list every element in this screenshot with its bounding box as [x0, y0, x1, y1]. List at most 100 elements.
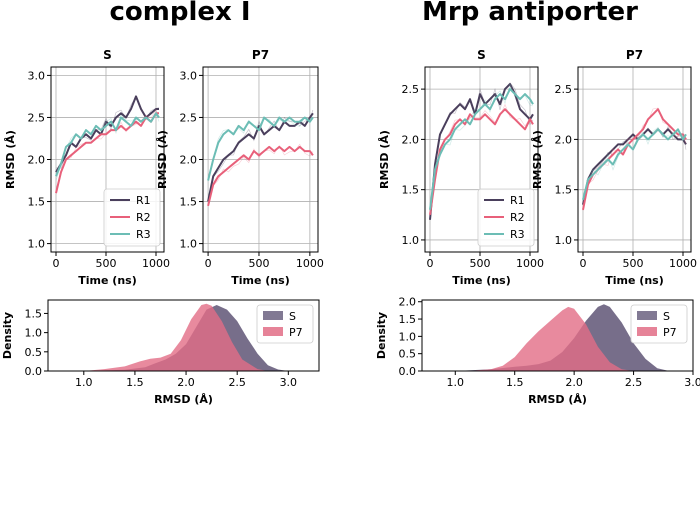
x-tick-label: 3.0 — [684, 376, 700, 389]
density-area-S — [455, 304, 670, 371]
x-tick-label: 2.5 — [228, 376, 246, 389]
y-tick-label: 3.0 — [28, 69, 46, 82]
left-figure-title: complex I — [109, 0, 250, 27]
x-tick-label: 1000 — [669, 257, 697, 270]
x-tick-label: 1000 — [142, 257, 170, 270]
panel-title: P7 — [252, 48, 269, 62]
x-axis-label: Time (ns) — [78, 274, 136, 287]
panel-title: P7 — [626, 48, 643, 62]
x-axis-label: Time (ns) — [605, 274, 663, 287]
density-area-P7 — [467, 306, 634, 371]
x-tick-label: 3.0 — [280, 376, 298, 389]
axes-frame — [577, 66, 692, 253]
y-tick-label: 1.5 — [402, 184, 420, 197]
axes-frame — [421, 299, 694, 372]
panels: 0 500 1000 1.0 1.5 2.0 2.5 3.0 S Time (ns) RMSD (Å… — [1, 48, 700, 406]
legend-label-S: S — [289, 310, 296, 323]
legend-swatch-P7 — [637, 327, 657, 336]
x-tick-label: 1000 — [296, 257, 324, 270]
y-tick-label: 0.5 — [25, 346, 43, 359]
series-line-R3 — [207, 116, 314, 181]
y-axis-label: Density — [1, 312, 14, 359]
legend-label-P7: P7 — [663, 326, 677, 339]
legend-label-R1: R1 — [136, 194, 151, 207]
legend-box — [477, 188, 535, 247]
series-line-R2 — [582, 108, 687, 210]
legend: S P7 — [630, 304, 688, 344]
series-line-R3 — [429, 88, 534, 210]
density-area-P7 — [83, 303, 268, 371]
series-line-R3 — [582, 128, 687, 200]
y-tick-label: 1.0 — [25, 327, 43, 340]
y-tick-label: 1.0 — [402, 234, 420, 247]
x-tick-label: 1.0 — [75, 376, 93, 389]
y-tick-label: 1.0 — [28, 238, 46, 251]
y-tick-label: 2.5 — [555, 83, 573, 96]
y-axis-label: RMSD (Å) — [4, 130, 17, 189]
y-tick-label: 0.0 — [25, 365, 43, 378]
x-tick-label: 1.5 — [126, 376, 144, 389]
legend-box — [103, 188, 161, 247]
y-axis-label: Density — [375, 312, 388, 359]
panel-c1-p7: 0 500 1000 1.0 1.5 2.0 2.5 3.0 P7 Time (ns) RMSD (… — [156, 48, 324, 287]
x-tick-label: 500 — [470, 257, 491, 270]
y-tick-label: 1.5 — [180, 196, 198, 209]
panel-c1-kde: 1.0 1.5 2.0 2.5 3.0 0.0 0.5 1.0 1.5 RMSD (Å) Densi… — [1, 299, 320, 406]
x-tick-label: 0 — [53, 257, 60, 270]
x-tick-label: 2.5 — [625, 376, 643, 389]
y-axis-label: RMSD (Å) — [378, 130, 391, 189]
y-tick-label: 2.5 — [28, 111, 46, 124]
panel-title: S — [103, 48, 112, 62]
y-tick-label: 2.0 — [555, 133, 573, 146]
legend-label-R3: R3 — [510, 228, 525, 241]
series-line-R2 — [55, 112, 159, 194]
y-axis-label: RMSD (Å) — [156, 130, 169, 189]
series-line-R1 — [207, 112, 314, 202]
y-tick-label: 1.0 — [555, 234, 573, 247]
panel-mrp-p7: 0 500 1000 1.0 1.5 2.0 2.5 P7 Time (ns) RMSD (Å) — [531, 48, 697, 287]
x-axis-label: Time (ns) — [231, 274, 289, 287]
x-axis-label: Time (ns) — [452, 274, 510, 287]
y-tick-label: 0.5 — [399, 348, 417, 361]
y-tick-label: 1.5 — [25, 307, 43, 320]
y-tick-label: 2.0 — [399, 296, 417, 309]
y-tick-label: 1.0 — [399, 330, 417, 343]
x-tick-label: 0 — [205, 257, 212, 270]
legend-swatch-S — [637, 311, 657, 320]
panel-mrp-kde: 1.0 1.5 2.0 2.5 3.0 0.0 0.5 1.0 1.5 2.0 RMSD (Å) De… — [375, 296, 700, 406]
legend-box — [630, 304, 688, 344]
series-line-R2 — [429, 108, 534, 215]
y-tick-label: 1.5 — [28, 196, 46, 209]
legend: R1 R2 R3 — [103, 188, 161, 247]
series-noise-R3 — [55, 112, 160, 181]
y-tick-label: 2.5 — [180, 111, 198, 124]
panel-c1-s: 0 500 1000 1.0 1.5 2.0 2.5 3.0 S Time (ns) RMSD (Å… — [4, 48, 170, 287]
series-noise-R2 — [582, 107, 687, 211]
x-tick-label: 1000 — [516, 257, 544, 270]
legend: S P7 — [256, 304, 314, 344]
x-tick-label: 2.0 — [177, 376, 195, 389]
x-tick-label: 500 — [96, 257, 117, 270]
x-tick-label: 0 — [427, 257, 434, 270]
x-tick-label: 1.0 — [447, 376, 465, 389]
x-tick-label: 500 — [248, 257, 269, 270]
legend-label-P7: P7 — [289, 326, 303, 339]
y-tick-label: 2.0 — [180, 154, 198, 167]
legend: R1 R2 R3 — [477, 188, 535, 247]
legend-swatch-P7 — [263, 327, 283, 336]
y-tick-label: 2.5 — [402, 83, 420, 96]
axes-frame — [424, 66, 539, 253]
y-tick-label: 1.5 — [555, 184, 573, 197]
panel-title: S — [477, 48, 486, 62]
x-tick-label: 2.0 — [565, 376, 583, 389]
series-line-R3 — [55, 112, 160, 177]
x-tick-label: 0 — [580, 257, 587, 270]
y-tick-label: 2.0 — [402, 133, 420, 146]
y-tick-label: 2.0 — [28, 154, 46, 167]
y-tick-label: 1.5 — [399, 313, 417, 326]
y-tick-label: 1.0 — [180, 238, 198, 251]
series-line-R2 — [207, 145, 314, 207]
legend-label-R1: R1 — [510, 194, 525, 207]
y-axis-label: RMSD (Å) — [531, 130, 544, 189]
